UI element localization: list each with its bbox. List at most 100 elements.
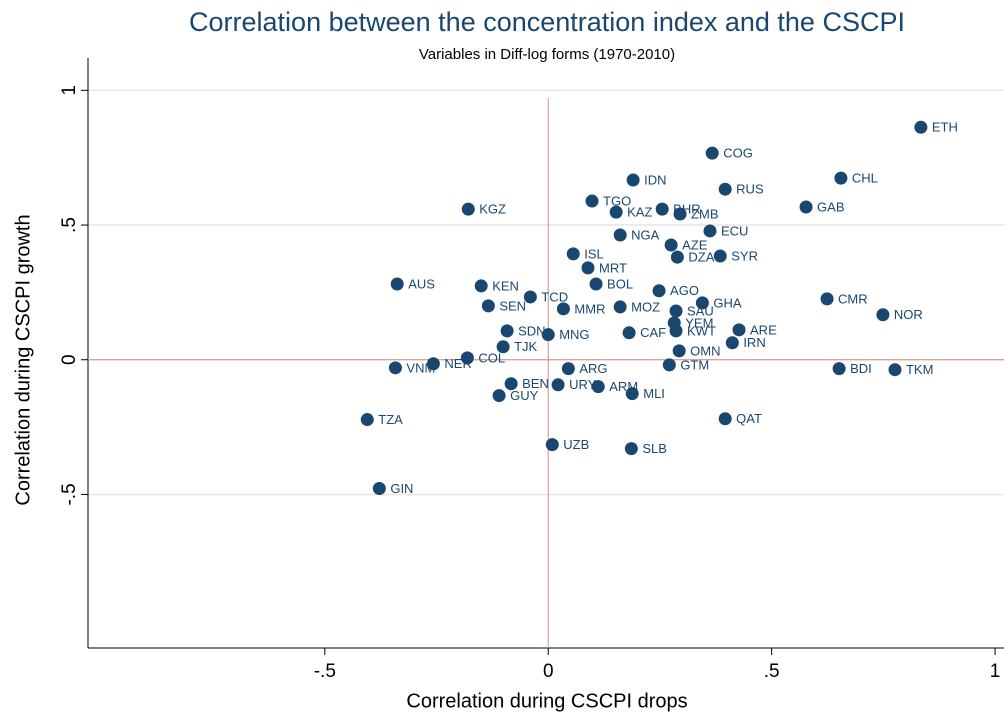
point <box>664 238 678 252</box>
point-label: TZA <box>378 412 403 427</box>
y-tick-label: .5 <box>59 217 80 233</box>
point <box>566 247 580 261</box>
point <box>799 200 813 214</box>
point-label: ARG <box>579 361 607 376</box>
y-tick-label: -.5 <box>59 483 80 505</box>
point-label: OMN <box>690 343 720 358</box>
point-label: GUY <box>510 388 538 403</box>
point <box>695 296 709 310</box>
point-label: ISL <box>584 246 604 261</box>
point <box>834 171 848 185</box>
point <box>670 250 684 264</box>
point-label: ZMB <box>691 206 718 221</box>
point-label: AGO <box>670 283 699 298</box>
point <box>388 361 402 375</box>
point <box>461 202 475 216</box>
x-tick-label: -.5 <box>314 661 336 682</box>
point <box>888 363 902 377</box>
point <box>426 357 440 371</box>
point <box>672 344 686 358</box>
point <box>474 279 488 293</box>
point-label: TKM <box>906 362 933 377</box>
point-label: BDI <box>850 361 872 376</box>
point <box>360 413 374 427</box>
point-label: AUS <box>408 276 435 291</box>
point <box>609 205 623 219</box>
point <box>460 351 474 365</box>
x-tick-label: 0 <box>543 661 554 682</box>
point-label: YEM <box>685 315 713 330</box>
point-label: SAU <box>687 303 714 318</box>
point-label: IRN <box>743 335 765 350</box>
point-label: NGA <box>631 227 660 242</box>
point <box>622 326 636 340</box>
chart-subtitle: Variables in Diff-log forms (1970-2010) <box>419 46 675 63</box>
point-label: SEN <box>499 298 526 313</box>
point <box>625 387 639 401</box>
point <box>504 377 518 391</box>
chart-title: Correlation between the concentration in… <box>189 7 905 37</box>
point-label: IDN <box>644 172 666 187</box>
point <box>914 120 928 134</box>
point <box>551 378 565 392</box>
point-label: SDN <box>518 323 545 338</box>
point-label: NOR <box>894 307 923 322</box>
point <box>492 389 506 403</box>
point-label: SLB <box>642 441 667 456</box>
point-label: CAF <box>640 325 666 340</box>
point-label: KEN <box>492 278 519 293</box>
point <box>652 284 666 298</box>
point-label: TGO <box>603 193 631 208</box>
point <box>705 146 719 160</box>
point <box>561 362 575 376</box>
point-label: MMR <box>574 301 605 316</box>
point-label: ETH <box>932 120 958 135</box>
point-label: RUS <box>736 182 764 197</box>
point <box>585 194 599 208</box>
point <box>541 328 555 342</box>
point <box>500 324 514 338</box>
y-tick-label: 1 <box>59 85 80 96</box>
x-tick-label: .5 <box>764 661 780 682</box>
point <box>667 316 681 330</box>
point <box>545 438 559 452</box>
point <box>718 182 732 196</box>
point-label: BEN <box>522 376 549 391</box>
point-label: MLI <box>643 386 665 401</box>
point <box>372 482 386 496</box>
point <box>832 362 846 376</box>
point <box>876 308 890 322</box>
point-label: MOZ <box>631 299 660 314</box>
point-label: CHL <box>852 171 878 186</box>
point <box>390 277 404 291</box>
point-label: ARE <box>750 322 777 337</box>
point-label: GAB <box>817 199 844 214</box>
point-label: ECU <box>721 223 748 238</box>
x-axis-title: Correlation during CSCPI drops <box>406 690 687 712</box>
point-label: KAZ <box>627 205 652 220</box>
point-label: NER <box>444 356 471 371</box>
point-label: GHA <box>713 295 742 310</box>
point <box>591 380 605 394</box>
point-label: COG <box>723 146 753 161</box>
point-label: TJK <box>514 339 537 354</box>
point <box>732 323 746 337</box>
point <box>673 207 687 221</box>
point <box>655 202 669 216</box>
point-label: VNM <box>406 360 435 375</box>
x-tick-label: 1 <box>990 661 1001 682</box>
point <box>703 224 717 238</box>
point-label: DZA <box>688 250 714 265</box>
point-label: COL <box>478 350 505 365</box>
y-tick-label: 0 <box>59 354 80 365</box>
point-label: KWT <box>687 323 716 338</box>
point <box>581 261 595 275</box>
point-label: SYR <box>731 248 758 263</box>
point <box>725 336 739 350</box>
point <box>556 302 570 316</box>
point <box>613 300 627 314</box>
point <box>713 249 727 263</box>
point-label: GTM <box>680 357 709 372</box>
point <box>662 358 676 372</box>
